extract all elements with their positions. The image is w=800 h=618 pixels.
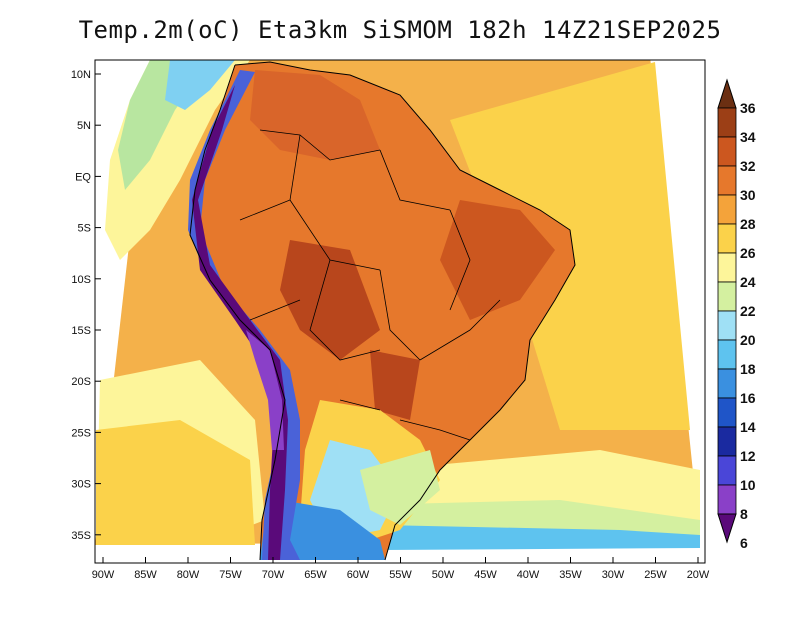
colorbar-label: 6 — [740, 535, 748, 551]
hot-core-north — [250, 70, 380, 160]
colorbar: 36 34 32 30 28 26 24 22 20 18 16 14 12 10 8 6 — [717, 78, 756, 551]
hot-core-pantanal — [370, 350, 420, 420]
colorbar-label: 28 — [740, 216, 756, 232]
lat-label: 10S — [71, 274, 91, 286]
colorbar-label: 14 — [740, 419, 756, 435]
colorbar-label: 18 — [740, 361, 756, 377]
andes-purple-mid — [246, 330, 284, 450]
colorbar-swatch — [717, 252, 737, 283]
colorbar-label: 10 — [740, 477, 756, 493]
colorbar-label: 22 — [740, 303, 756, 319]
temperature-field — [95, 60, 700, 561]
colorbar-swatch — [717, 484, 737, 515]
pacific-coast-blue — [165, 60, 235, 110]
lat-label: 20S — [71, 376, 91, 388]
lon-label: 35W — [559, 569, 582, 581]
colorbar-swatch — [717, 368, 737, 399]
colorbar-arrow-bottom — [717, 513, 737, 544]
lon-label: 65W — [304, 569, 327, 581]
colorbar-label: 16 — [740, 390, 756, 406]
colorbar-label: 20 — [740, 332, 756, 348]
lon-label: 55W — [389, 569, 412, 581]
colorbar-arrow-top — [717, 78, 737, 109]
colorbar-swatch — [717, 455, 737, 486]
lat-label: 15S — [71, 325, 91, 337]
atlantic-south-blue — [380, 525, 700, 550]
lon-label: 40W — [517, 569, 540, 581]
lon-label: 50W — [432, 569, 455, 581]
lat-label: EQ — [75, 171, 91, 183]
colorbar-label: 36 — [740, 100, 756, 116]
rio-grande-sul — [360, 450, 440, 525]
coastline — [234, 61, 576, 561]
andes-coldest — [192, 85, 288, 560]
colorbar-label: 26 — [740, 245, 756, 261]
lat-label: 10N — [71, 69, 91, 81]
colorbar-swatch — [717, 426, 737, 457]
colorbar-label: 34 — [740, 129, 756, 145]
lon-label: 75W — [219, 569, 242, 581]
colorbar-swatch — [717, 339, 737, 370]
lon-label: 20W — [687, 569, 710, 581]
coastline-west — [189, 64, 286, 561]
lat-label: 25S — [71, 427, 91, 439]
colorbar-label: 12 — [740, 448, 756, 464]
pacific-south-mid — [96, 420, 255, 545]
colorbar-swatch — [717, 165, 737, 196]
colorbar-swatch — [717, 281, 737, 312]
colorbar-label: 8 — [740, 506, 748, 522]
lat-label: 30S — [71, 479, 91, 491]
colorbar-swatch — [717, 136, 737, 167]
colorbar-swatch — [717, 397, 737, 428]
colorbar-label: 24 — [740, 274, 756, 290]
map-title: Temp.2m(oC) Eta3km SiSMOM 182h 14Z21SEP2… — [78, 16, 722, 44]
colorbar-swatch — [717, 194, 737, 225]
lon-label: 45W — [474, 569, 497, 581]
lon-label: 30W — [602, 569, 625, 581]
colorbar-swatch — [717, 107, 737, 138]
colorbar-swatch — [717, 310, 737, 341]
hot-core-east — [440, 200, 555, 320]
latitude-axis: 10N 5N EQ 5S 10S 15S 20S 25S 30S 35S — [71, 69, 101, 542]
longitude-axis: 90W 85W 80W 75W 70W 65W 60W 55W 50W 45W 40W 35W 30W 2… — [92, 557, 710, 581]
colorbar-label: 32 — [740, 158, 756, 174]
country-borders — [239, 129, 501, 441]
lon-label: 90W — [92, 569, 115, 581]
lon-label: 60W — [347, 569, 370, 581]
lon-label: 25W — [644, 569, 667, 581]
colorbar-swatch — [717, 223, 737, 254]
lat-label: 5S — [78, 223, 91, 235]
lat-label: 5N — [77, 120, 91, 132]
lon-label: 80W — [177, 569, 200, 581]
hot-core-central — [280, 240, 380, 360]
lon-label: 85W — [134, 569, 157, 581]
lat-label: 35S — [71, 530, 91, 542]
lon-label: 70W — [262, 569, 285, 581]
colorbar-label: 30 — [740, 187, 756, 203]
